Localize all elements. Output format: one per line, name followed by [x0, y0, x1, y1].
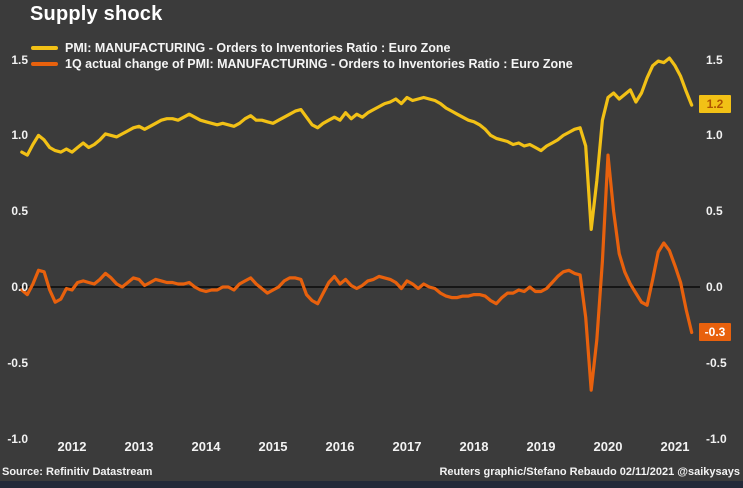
- x-axis-year-label: 2019: [526, 439, 556, 454]
- x-axis-year-label: 2020: [593, 439, 623, 454]
- ratio-series-line: [20, 56, 694, 231]
- y-axis-tick-label: -1.0: [706, 432, 727, 446]
- x-axis-year-label: 2018: [459, 439, 489, 454]
- change-series-line: [20, 153, 694, 392]
- source-credit: Source: Refinitiv Datastream: [2, 466, 153, 478]
- x-axis-year-label: 2012: [57, 439, 87, 454]
- y-axis-tick-label: 1.5: [706, 53, 723, 67]
- last-value-badge-change: -0.3: [699, 323, 731, 341]
- y-axis-tick-label: 1.5: [11, 53, 28, 67]
- x-axis-year-label: 2013: [124, 439, 154, 454]
- bottom-accent-bar: [0, 481, 743, 488]
- y-axis-tick-label: -0.5: [7, 356, 28, 370]
- legend-label-change: 1Q actual change of PMI: MANUFACTURING -…: [65, 57, 573, 71]
- footer: Source: Refinitiv Datastream Reuters gra…: [0, 464, 743, 481]
- y-axis-left: 1.5 1.0 0.5 0.0 -0.5 -1.0: [0, 0, 32, 488]
- last-value-badge-ratio: 1.2: [699, 95, 731, 113]
- legend-row-change: 1Q actual change of PMI: MANUFACTURING -…: [31, 56, 573, 72]
- legend-label-ratio: PMI: MANUFACTURING - Orders to Inventori…: [65, 41, 451, 55]
- legend-row-ratio: PMI: MANUFACTURING - Orders to Inventori…: [31, 40, 573, 56]
- x-axis-year-label: 2017: [392, 439, 422, 454]
- ratio-line-swatch-icon: [31, 46, 58, 50]
- legend: PMI: MANUFACTURING - Orders to Inventori…: [31, 40, 573, 72]
- y-axis-tick-label: 1.0: [11, 128, 28, 142]
- y-axis-tick-label: 0.0: [706, 280, 723, 294]
- y-axis-tick-label: 0.0: [11, 280, 28, 294]
- x-axis-year-label: 2016: [325, 439, 355, 454]
- change-line-swatch-icon: [31, 62, 58, 66]
- y-axis-right: 1.5 1.0 0.5 0.0 -0.5 -1.0: [704, 0, 743, 488]
- series-lines: [20, 56, 694, 392]
- y-axis-tick-label: 1.0: [706, 128, 723, 142]
- x-axis-year-label: 2014: [191, 439, 221, 454]
- y-axis-tick-label: -0.5: [706, 356, 727, 370]
- y-axis-tick-label: 0.5: [11, 204, 28, 218]
- x-axis-year-label: 2021: [660, 439, 690, 454]
- reuters-credit: Reuters graphic/Stefano Rebaudo 02/11/20…: [439, 466, 740, 478]
- y-axis-tick-label: -1.0: [7, 432, 28, 446]
- page-title: Supply shock: [30, 3, 163, 25]
- x-axis-year-label: 2015: [258, 439, 288, 454]
- y-axis-tick-label: 0.5: [706, 204, 723, 218]
